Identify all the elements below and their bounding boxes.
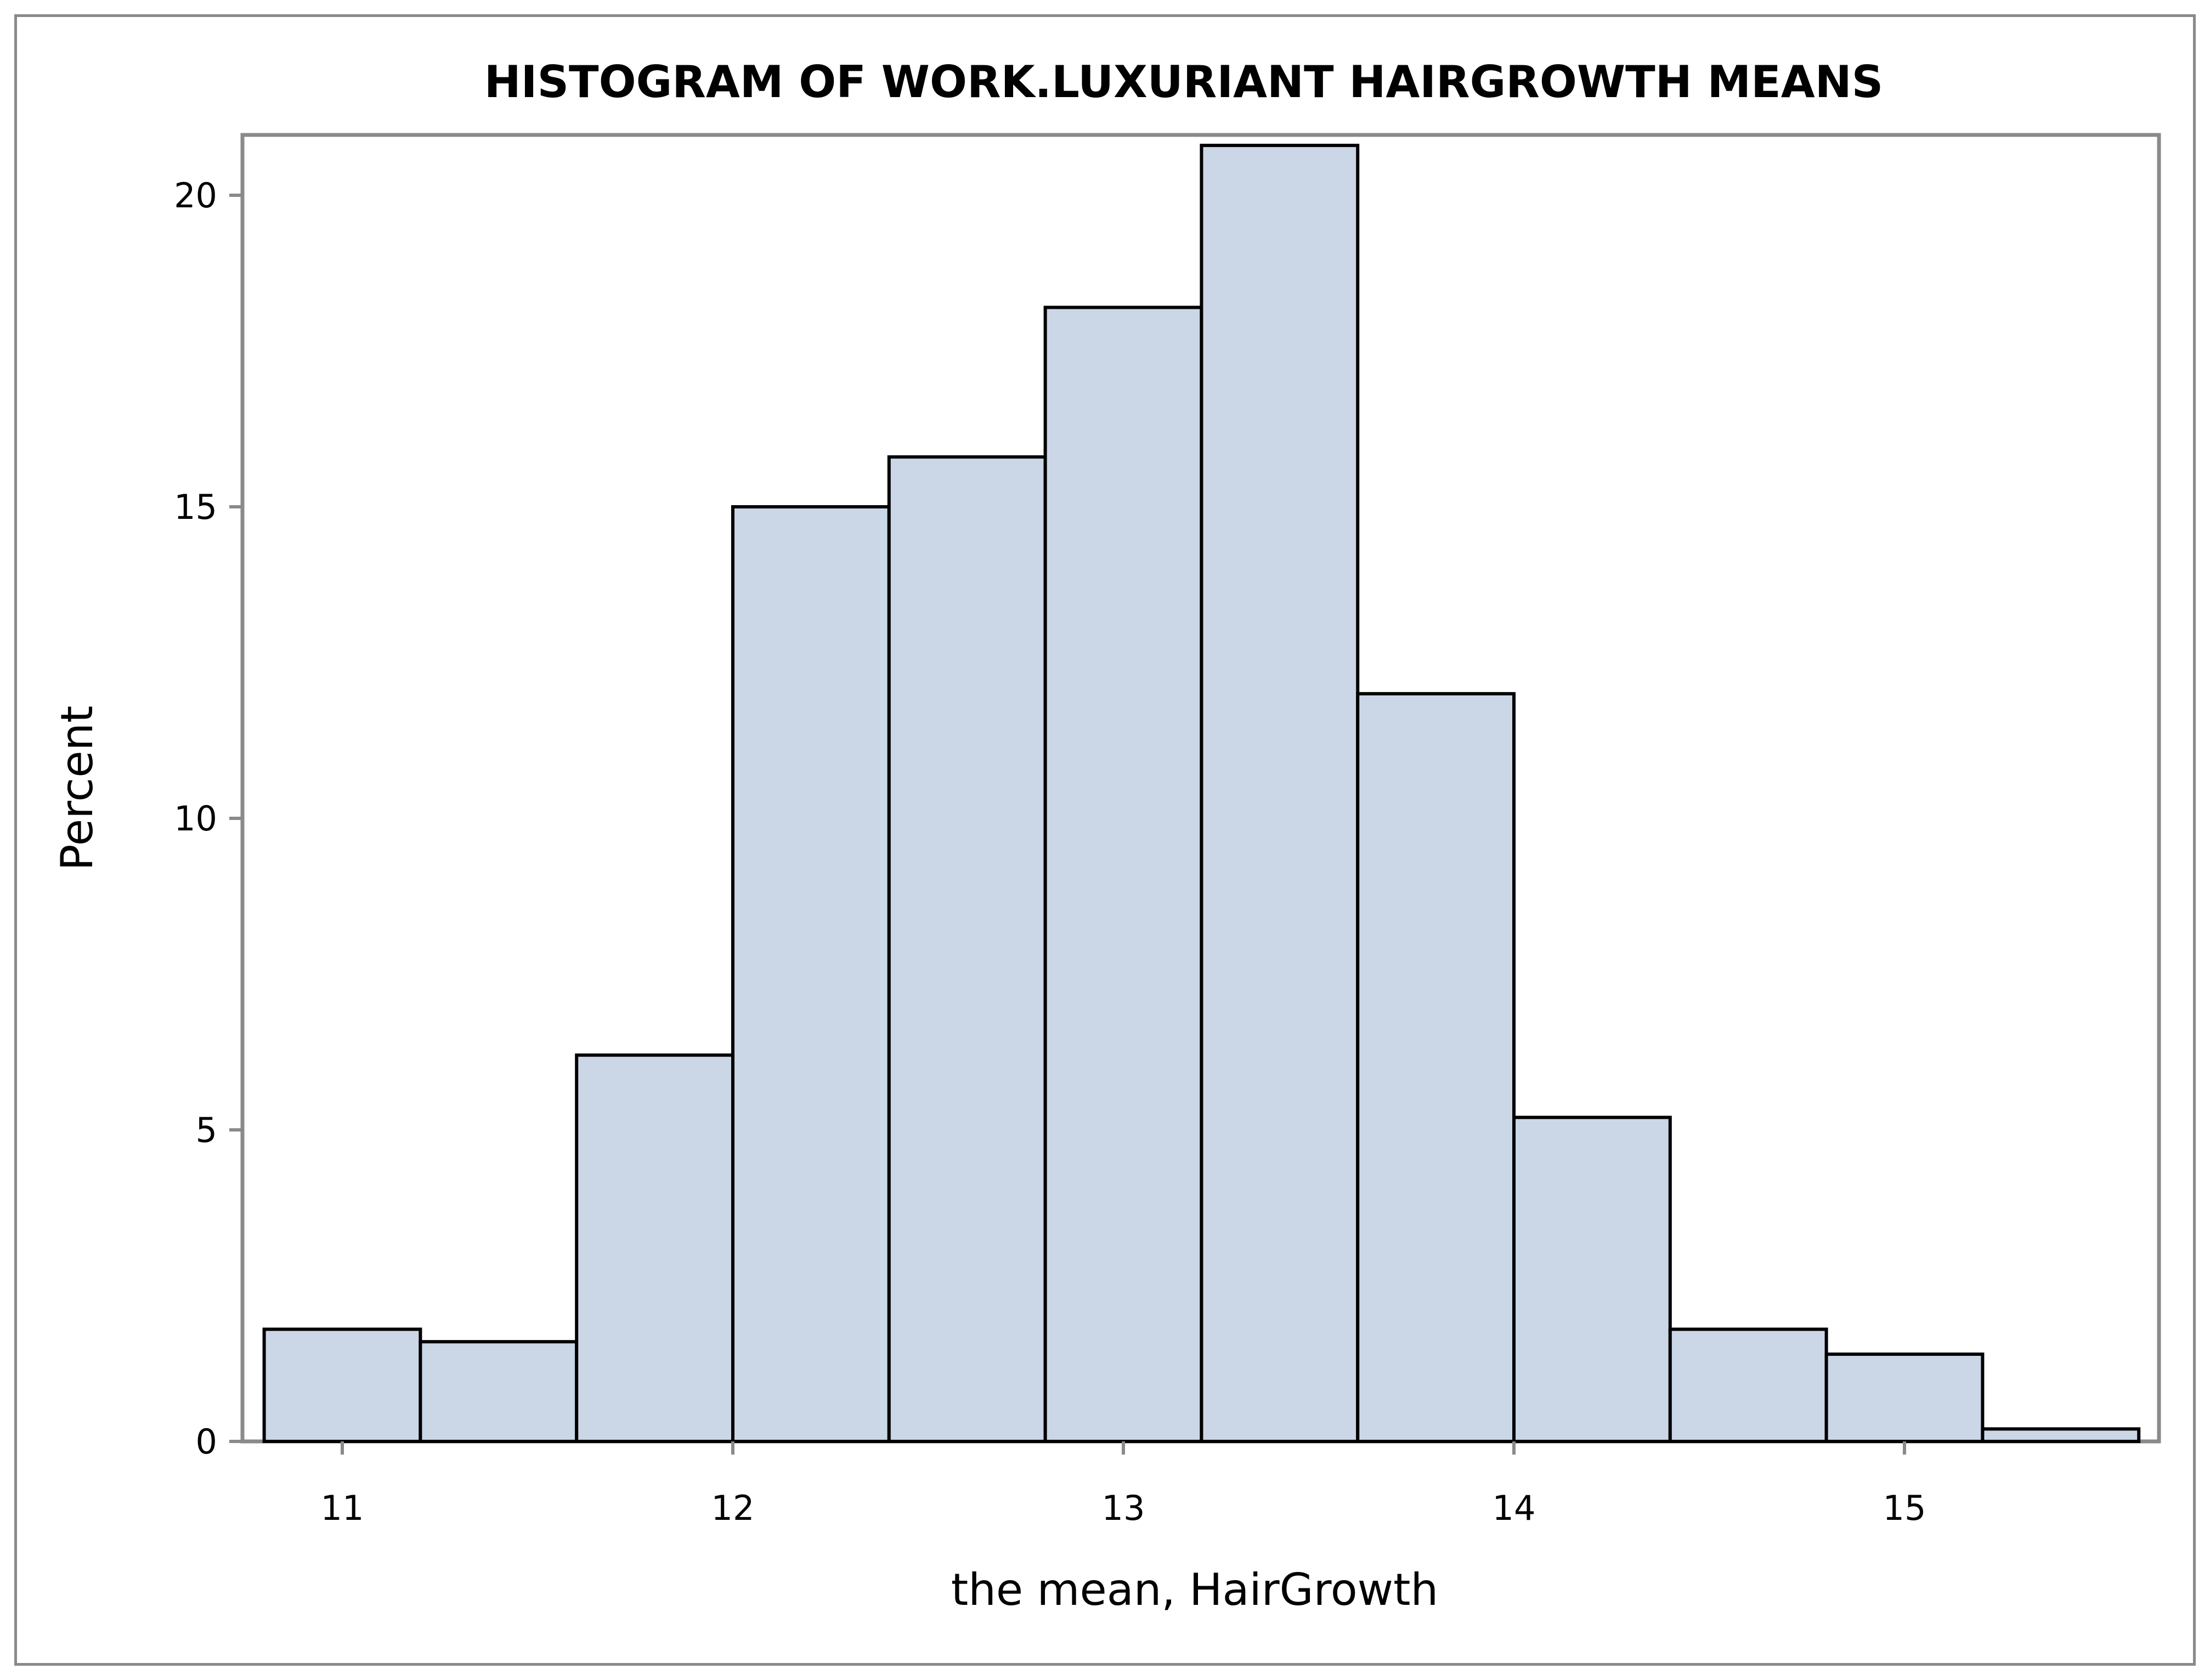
x-tick-label-11: 11 bbox=[321, 1488, 364, 1528]
histogram-bar-7 bbox=[1200, 144, 1360, 1443]
y-tick-label-0: 0 bbox=[196, 1422, 217, 1462]
histogram-bar-4 bbox=[731, 505, 891, 1443]
x-axis: 11 12 13 14 15 bbox=[321, 1441, 1926, 1528]
x-tick-label-12: 12 bbox=[711, 1488, 755, 1528]
histogram-bar-11 bbox=[1824, 1352, 1985, 1443]
histogram-bar-2 bbox=[419, 1340, 579, 1443]
histogram-bar-10 bbox=[1668, 1327, 1828, 1444]
y-axis-label: Percent bbox=[52, 705, 103, 870]
histogram-bar-5 bbox=[887, 455, 1047, 1443]
y-tick-label-5: 5 bbox=[196, 1110, 217, 1150]
histogram-bar-6 bbox=[1043, 306, 1203, 1443]
y-axis: 0 5 10 15 20 bbox=[174, 176, 242, 1462]
histogram-bar-3 bbox=[575, 1053, 734, 1444]
histogram-bar-8 bbox=[1356, 692, 1516, 1443]
x-tick-label-15: 15 bbox=[1883, 1488, 1926, 1528]
histogram-bar-1 bbox=[262, 1327, 422, 1444]
chart-title: HISTOGRAM OF WORK.LUXURIANT HAIRGROWTH M… bbox=[484, 56, 1884, 108]
bars-layer bbox=[262, 144, 2141, 1444]
y-tick-label-15: 15 bbox=[174, 487, 217, 527]
histogram-bar-9 bbox=[1512, 1116, 1672, 1443]
y-tick-label-10: 10 bbox=[174, 799, 217, 839]
histogram-bar-12 bbox=[1981, 1427, 2141, 1444]
x-tick-label-13: 13 bbox=[1102, 1488, 1145, 1528]
x-tick-label-14: 14 bbox=[1493, 1488, 1536, 1528]
x-axis-label: the mean, HairGrowth bbox=[951, 1564, 1438, 1615]
y-tick-label-20: 20 bbox=[174, 176, 217, 216]
